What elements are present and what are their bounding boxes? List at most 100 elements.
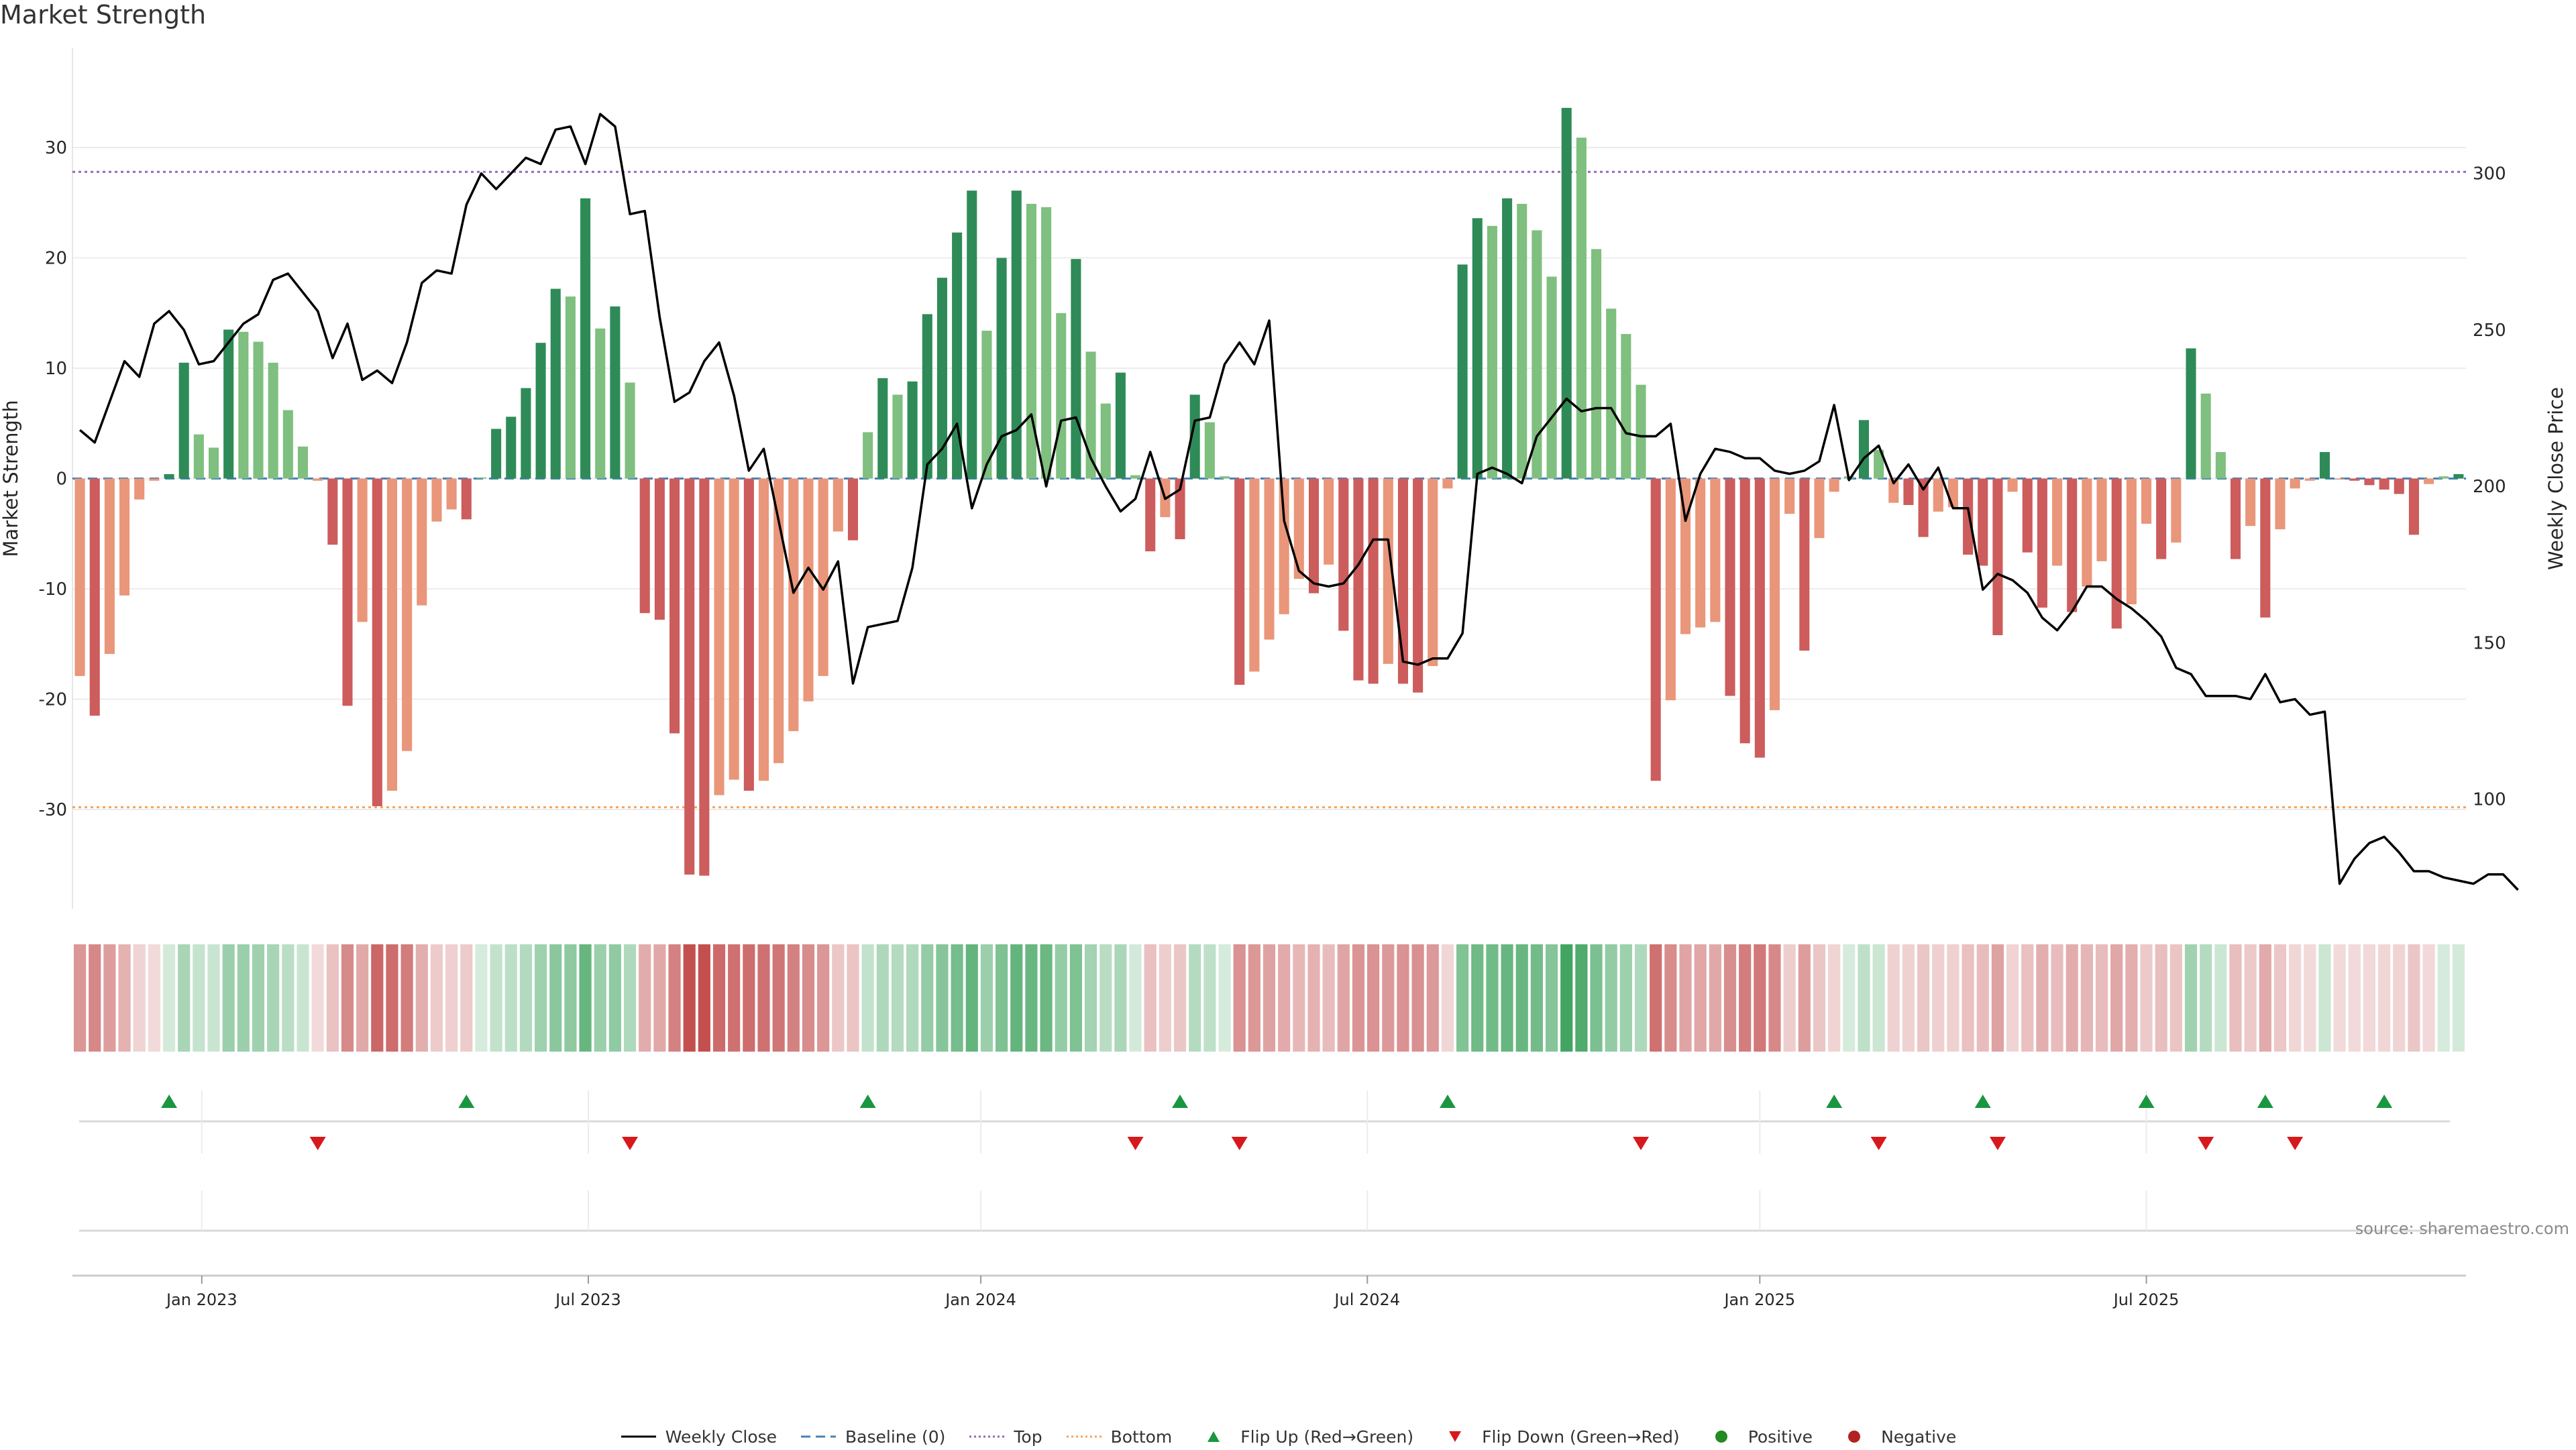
legend-item-positive: Positive — [1703, 1427, 1813, 1447]
strength-bar — [2007, 478, 2018, 492]
heat-cell — [1650, 944, 1662, 1052]
y-axis-title: Market Strength — [0, 400, 22, 557]
flip-up-marker — [1826, 1095, 1843, 1108]
heat-cell — [2125, 944, 2138, 1052]
heat-cell — [2259, 944, 2271, 1052]
strength-bar — [1442, 478, 1453, 489]
strength-bar — [1338, 478, 1349, 631]
strength-bar — [119, 478, 130, 596]
heat-cell — [712, 944, 726, 1052]
legend-label: Weekly Close — [665, 1427, 777, 1447]
heat-cell — [1129, 944, 1142, 1052]
heat-cell — [1976, 944, 1989, 1052]
strength-bar — [669, 478, 680, 734]
heat-cell — [2051, 944, 2063, 1052]
heat-cell — [2065, 944, 2078, 1052]
strength-bar — [2067, 478, 2078, 612]
heat-cell — [118, 944, 131, 1052]
heat-cell — [1173, 944, 1187, 1052]
heat-cell — [162, 944, 176, 1052]
strength-bar — [1739, 478, 1750, 744]
heat-cell — [1248, 944, 1260, 1052]
strength-bar — [1992, 478, 2003, 636]
heat-cell — [2155, 944, 2167, 1052]
y-tick-label: 0 — [56, 469, 67, 490]
dot-red-icon — [1848, 1431, 1861, 1443]
strength-bar — [1145, 478, 1156, 552]
heat-cell — [460, 944, 473, 1052]
strength-bar — [327, 478, 338, 545]
x-tick-label: Jul 2023 — [554, 1290, 621, 1309]
strength-bar — [2215, 452, 2226, 479]
heat-cell — [267, 944, 280, 1052]
heat-cell — [1575, 944, 1588, 1052]
heat-cell — [207, 944, 220, 1052]
strength-bar — [223, 329, 234, 479]
strength-bar — [2275, 478, 2286, 530]
heat-cell — [996, 944, 1008, 1052]
strength-bar — [1650, 478, 1661, 781]
strength-bar — [2424, 478, 2434, 484]
heat-cell — [1114, 944, 1127, 1052]
strength-bar — [1933, 478, 1943, 512]
strength-bar — [268, 362, 278, 479]
heat-cell — [1486, 944, 1499, 1052]
heat-cell — [802, 944, 815, 1052]
legend: Weekly Close Baseline (0) Top Bottom Fli… — [0, 1423, 2576, 1450]
strength-bar — [74, 478, 85, 676]
heat-cell — [1233, 944, 1246, 1052]
strength-bar — [357, 478, 368, 622]
strength-bar — [1576, 137, 1587, 479]
flip-down-marker — [1633, 1137, 1650, 1150]
strength-bar — [535, 343, 546, 479]
heat-cell — [475, 944, 488, 1052]
strength-bar — [610, 306, 621, 479]
y-tick-label: -20 — [39, 689, 67, 710]
x-tick-label: Jan 2023 — [165, 1290, 237, 1309]
triangle-up-icon — [1208, 1431, 1220, 1442]
weekly-close-polyline — [78, 113, 2519, 891]
strength-bar — [2096, 478, 2107, 561]
strength-bar — [134, 478, 145, 500]
flip-down-marker — [622, 1137, 639, 1150]
heat-cell — [1367, 944, 1380, 1052]
strength-bar — [1115, 372, 1126, 479]
heat-cell — [1397, 944, 1409, 1052]
heat-cell — [1798, 944, 1811, 1052]
legend-label: Baseline (0) — [845, 1427, 946, 1447]
strength-bar — [1680, 478, 1691, 634]
strength-bar — [491, 429, 502, 479]
flip-down-marker — [2198, 1137, 2214, 1150]
heat-cell — [490, 944, 502, 1052]
heat-cell — [1099, 944, 1112, 1052]
strength-bar — [1249, 478, 1260, 672]
strength-bar — [788, 478, 799, 732]
strength-bar — [1635, 384, 1646, 479]
strength-bar — [550, 288, 561, 479]
heat-cell — [743, 944, 755, 1052]
heat-cell — [2140, 944, 2153, 1052]
legend-line-solid-icon — [621, 1435, 656, 1438]
strength-bar — [654, 478, 665, 620]
flip-signals-panel — [79, 1091, 2450, 1232]
strength-bar — [1978, 478, 1988, 566]
heat-cell — [2289, 944, 2302, 1052]
strength-bar — [342, 478, 353, 706]
heat-cell — [1917, 944, 1930, 1052]
heat-cell — [876, 944, 889, 1052]
heat-cell — [2200, 944, 2212, 1052]
heat-cell — [193, 944, 205, 1052]
heat-cell — [608, 944, 621, 1052]
heat-cell — [2393, 944, 2406, 1052]
heat-cell — [2036, 944, 2049, 1052]
heat-cell — [1471, 944, 1484, 1052]
legend-item-flip-down: Flip Down (Green→Red) — [1436, 1427, 1680, 1447]
heat-cell — [1159, 944, 1171, 1052]
strength-bar — [1874, 449, 1884, 479]
heat-cell — [1679, 944, 1692, 1052]
strength-bar — [2379, 478, 2390, 490]
strength-bar — [625, 382, 635, 479]
flip-down-marker — [309, 1137, 326, 1150]
flip-down-marker — [1231, 1137, 1248, 1150]
heat-cell — [1337, 944, 1350, 1052]
